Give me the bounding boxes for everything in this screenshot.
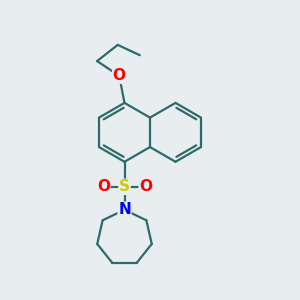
Text: S: S [119, 179, 130, 194]
Text: O: O [113, 68, 126, 83]
Text: N: N [118, 202, 131, 217]
Text: O: O [139, 179, 152, 194]
Text: O: O [97, 179, 110, 194]
